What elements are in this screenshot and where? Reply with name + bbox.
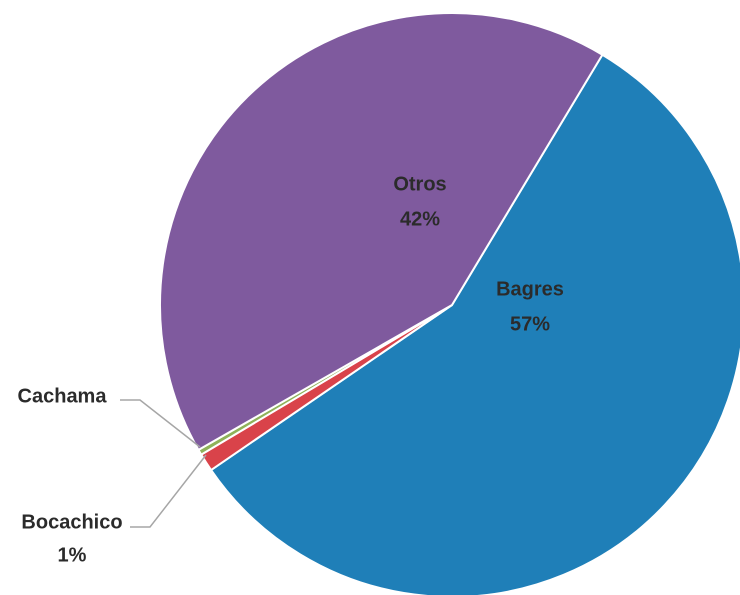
pie-slice — [209, 53, 740, 595]
slice-label: Bocachico — [21, 511, 122, 533]
slice-label: Cachama — [18, 385, 108, 407]
slice-label: Bagres — [496, 278, 564, 300]
slice-value-label: 1% — [58, 544, 87, 566]
slice-value-label: 42% — [400, 208, 440, 230]
pie-slice — [159, 12, 604, 452]
leader-line — [130, 454, 207, 528]
leader-line — [120, 399, 201, 448]
slice-label: Otros — [393, 173, 446, 195]
slice-value-label: 57% — [510, 313, 550, 335]
